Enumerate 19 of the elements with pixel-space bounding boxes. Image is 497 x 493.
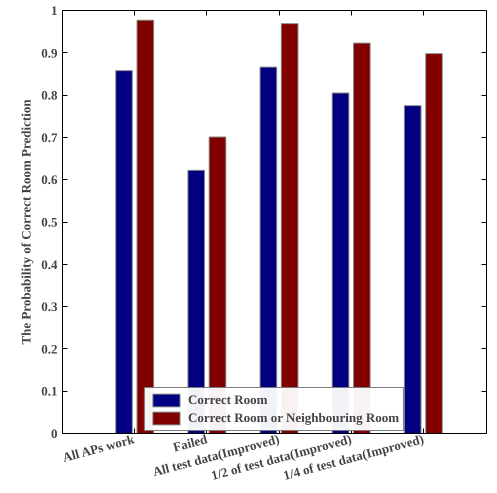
bar [425,53,443,434]
bar [136,20,154,434]
y-tick-label: 1 [51,3,58,18]
y-tick-label: 0.4 [41,256,58,272]
y-tick-label: 0.3 [41,299,58,314]
y-axis-title: The Probability of Correct Room Prediction [18,98,34,345]
legend-label: Correct Room [188,392,268,408]
y-tick-label: 0.5 [41,214,58,230]
bar [404,105,422,434]
y-tick-label: 0.6 [41,172,58,188]
y-tick-label: 0.8 [41,88,58,103]
y-tick-label: 0.2 [41,341,58,356]
y-tick-label: 0.9 [41,45,58,60]
y-tick-label: 0.1 [41,384,58,399]
x-tick-label: All APs work [60,431,137,465]
y-tick-label: 0.7 [41,130,58,145]
y-tick-label: 0 [51,426,58,441]
legend-label: Correct Room or Neighbouring Room [188,410,400,426]
bar [115,70,133,434]
